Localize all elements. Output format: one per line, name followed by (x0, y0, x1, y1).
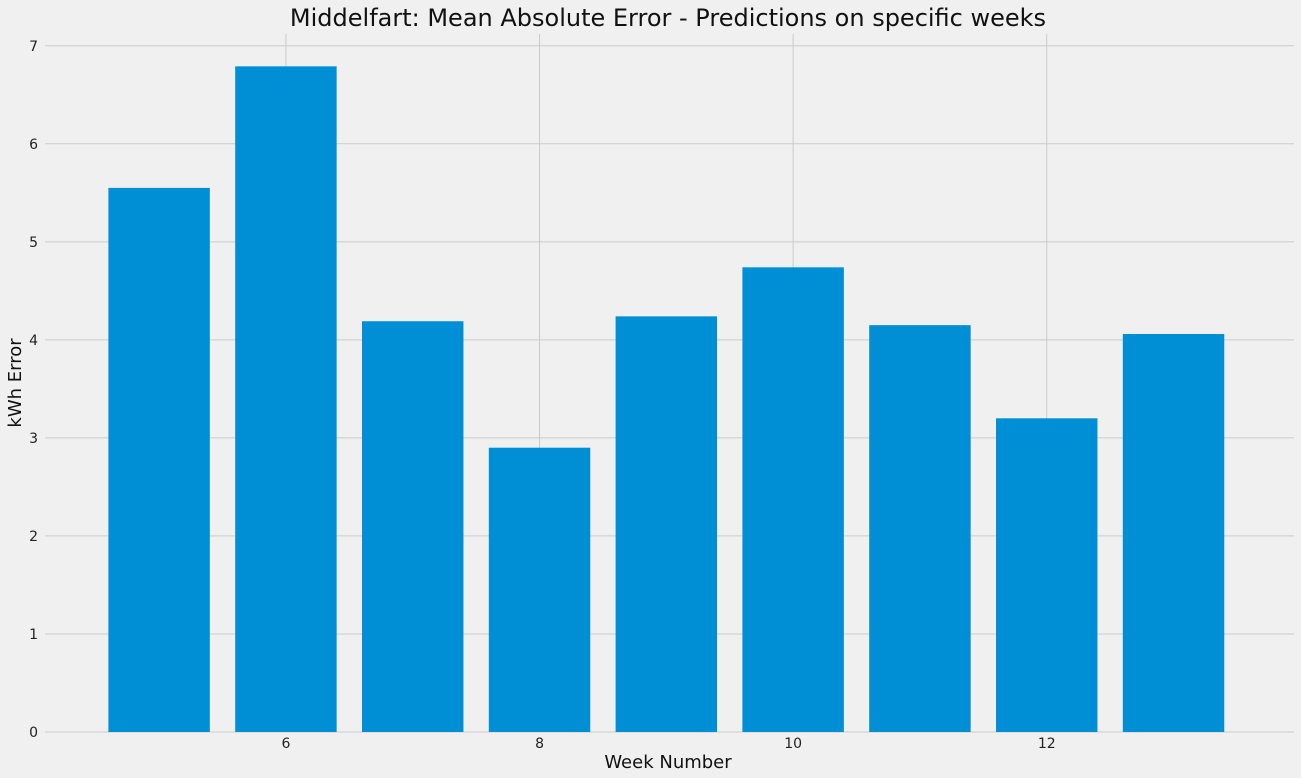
y-tick-label: 1 (29, 627, 38, 643)
x-axis-label: Week Number (604, 752, 732, 773)
y-tick-label: 5 (29, 235, 38, 251)
chart-title: Middelfart: Mean Absolute Error - Predic… (290, 4, 1046, 32)
bar-week-12 (996, 418, 1098, 732)
bar-week-10 (742, 267, 844, 732)
y-tick-label: 7 (29, 39, 38, 55)
bar-week-9 (615, 316, 718, 732)
bar-week-8 (488, 447, 591, 732)
y-tick-label: 2 (29, 529, 38, 545)
x-tick-label: 6 (281, 736, 290, 752)
bar-layer (108, 66, 1225, 733)
x-tick-label: 12 (1038, 736, 1056, 752)
bar-week-7 (362, 321, 464, 732)
y-tick-label: 3 (29, 431, 38, 447)
y-axis-label: kWh Error (5, 338, 26, 428)
bar-week-11 (869, 325, 971, 732)
bar-week-5 (108, 187, 210, 733)
y-tick-label: 0 (29, 725, 38, 741)
x-tick-label: 10 (784, 736, 802, 752)
y-tick-label: 4 (29, 333, 38, 349)
bar-week-6 (235, 66, 337, 732)
x-tick-label: 8 (535, 736, 544, 752)
bar-week-13 (1122, 333, 1225, 732)
y-tick-label: 6 (29, 137, 38, 153)
